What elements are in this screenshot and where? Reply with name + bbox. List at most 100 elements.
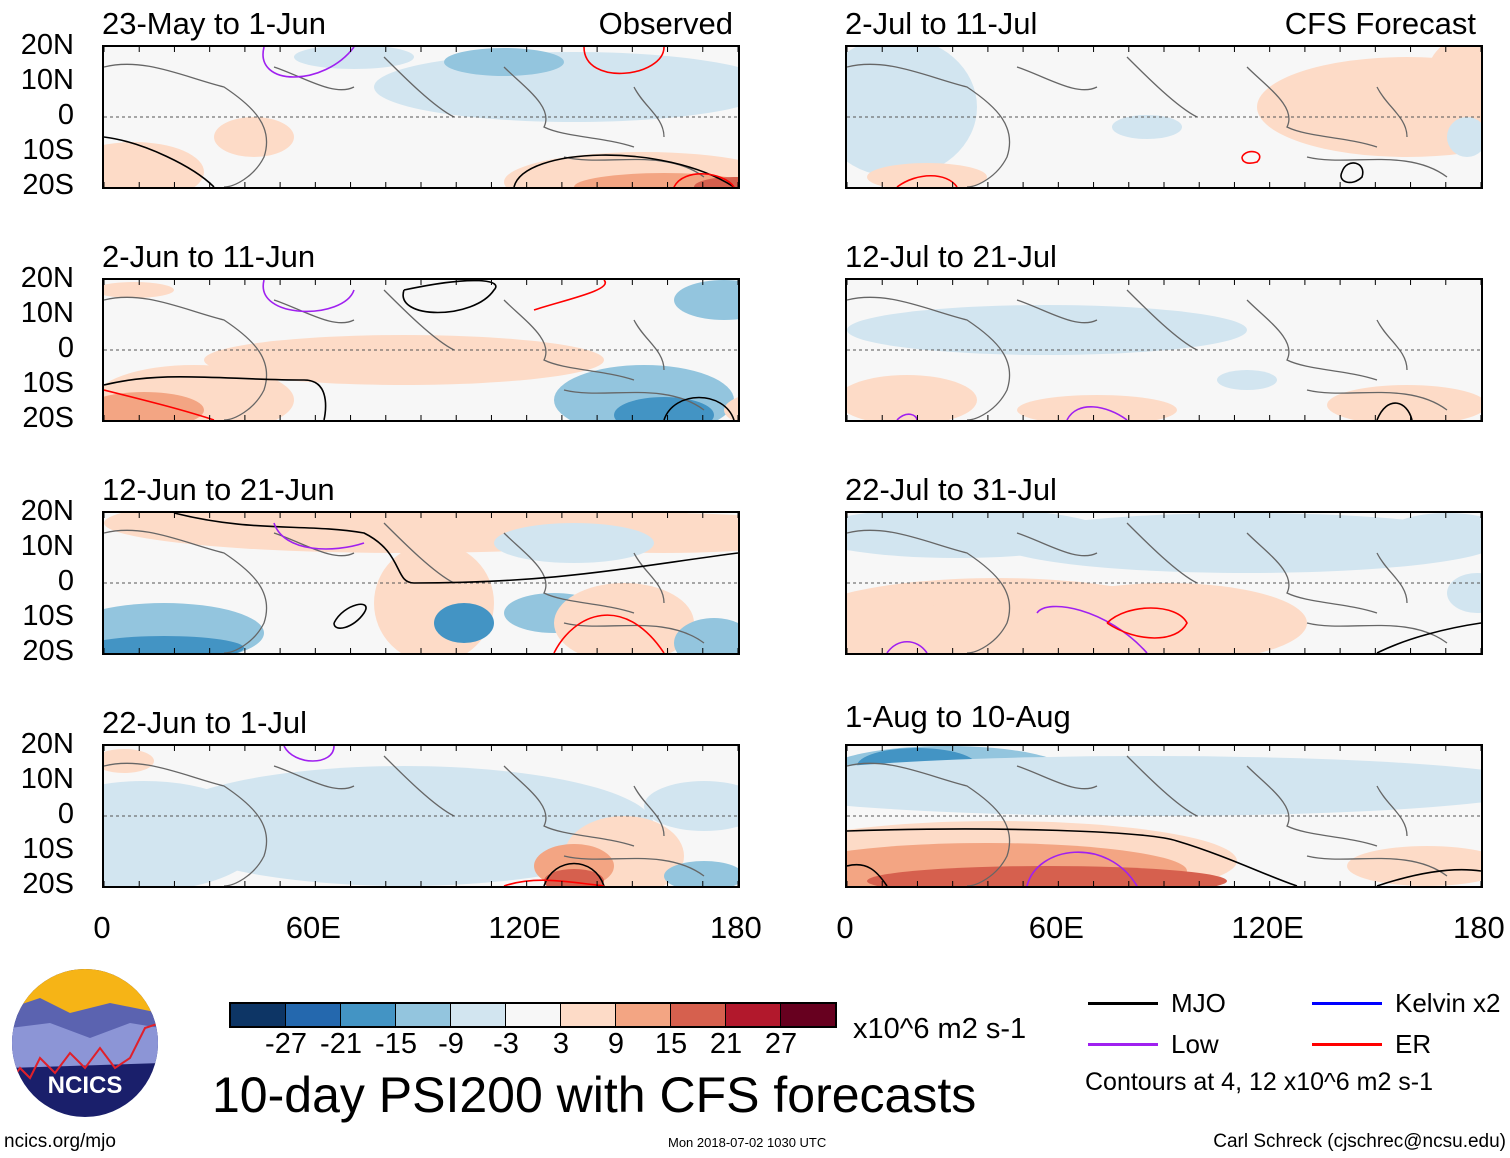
x-tick-label: 120E <box>488 910 561 945</box>
contour-line <box>533 280 607 311</box>
ncics-logo: NCICS <box>12 969 158 1117</box>
legend-label: MJO <box>1171 988 1226 1018</box>
anomaly-region <box>694 177 738 187</box>
anomaly-region <box>614 397 714 420</box>
contour-line <box>896 175 958 187</box>
anomaly-region <box>847 375 977 420</box>
anomaly-region <box>724 397 738 420</box>
contour-line <box>673 173 735 187</box>
y-tick-label: 10S <box>22 600 74 632</box>
colorbar-units: x10^6 m2 s-1 <box>853 1013 1027 1045</box>
contour-line <box>896 413 918 420</box>
panel-title: 2-Jul to 11-Jul <box>845 6 1038 41</box>
anomaly-region <box>294 47 414 69</box>
map-panel <box>102 45 740 189</box>
anomaly-region <box>214 117 294 157</box>
panel-title: 12-Jun to 21-Jun <box>102 472 335 507</box>
contour-line <box>1376 868 1481 886</box>
contour-line <box>1340 162 1364 184</box>
anomaly-region <box>997 513 1481 573</box>
colorbar-level: 9 <box>607 1028 625 1060</box>
coastline <box>847 522 1448 653</box>
footer-url[interactable]: ncics.org/mjo <box>4 1131 116 1152</box>
anomaly-region <box>867 866 1227 886</box>
y-tick-label: 0 <box>57 332 74 364</box>
anomaly-region <box>204 335 604 385</box>
footer-timestamp: Mon 2018-07-02 1030 UTC <box>668 1135 827 1150</box>
legend-label: Kelvin x2 <box>1395 988 1501 1018</box>
contour-line <box>847 864 888 886</box>
contour-line <box>104 389 215 420</box>
colorbar-level: 27 <box>764 1028 798 1060</box>
y-tick-label: 10N <box>20 64 74 96</box>
y-tick-label: 20S <box>22 635 74 667</box>
map-panel <box>845 744 1483 888</box>
colorbar-level: -15 <box>375 1028 417 1060</box>
anomaly-region <box>1347 846 1481 886</box>
colorbar-level: -27 <box>265 1028 307 1060</box>
colorbar-level: 3 <box>552 1028 570 1060</box>
anomaly-region <box>154 766 654 886</box>
y-tick-label: 10S <box>22 367 74 399</box>
contour-line <box>1376 622 1481 653</box>
contour-line <box>283 746 335 762</box>
anomaly-region <box>877 603 1057 653</box>
legend-line <box>1312 1002 1382 1005</box>
legend-label: ER <box>1395 1029 1432 1059</box>
anomaly-region <box>1427 47 1481 117</box>
contour-line <box>262 280 355 313</box>
anomaly-region <box>104 282 174 298</box>
anomaly-region <box>444 48 564 76</box>
y-tick-label: 20N <box>20 29 74 61</box>
contour-line <box>173 513 738 584</box>
anomaly-region <box>434 603 494 643</box>
map-panel <box>845 511 1483 655</box>
contour-line <box>1066 406 1128 420</box>
colorbar-swatch <box>451 1004 506 1026</box>
anomaly-region <box>1447 117 1481 157</box>
y-tick-label: 10N <box>20 763 74 795</box>
anomaly-region <box>867 163 987 187</box>
legend-line <box>1312 1043 1382 1046</box>
anomaly-region <box>847 756 1481 816</box>
colorbar-swatch <box>726 1004 781 1026</box>
coastline <box>104 56 705 187</box>
contour-line <box>273 522 365 550</box>
coastline <box>847 755 1448 886</box>
contour-line <box>663 396 735 420</box>
y-tick-label: 10S <box>22 833 74 865</box>
map-panel <box>845 45 1483 189</box>
anomaly-region <box>1327 385 1481 420</box>
contour-line <box>513 154 735 187</box>
contour-line <box>583 47 665 75</box>
contour-line <box>333 603 367 629</box>
legend-line <box>1088 1002 1158 1005</box>
colorbar-swatch <box>396 1004 451 1026</box>
colorbar-swatch <box>671 1004 726 1026</box>
colorbar <box>229 1002 837 1028</box>
contour-line <box>543 862 605 886</box>
contour-line <box>104 136 215 187</box>
anomaly-region <box>104 749 154 773</box>
coastline <box>847 289 1448 420</box>
colorbar-swatch <box>781 1004 835 1026</box>
contour-line <box>1106 607 1188 639</box>
coastline <box>104 289 705 420</box>
legend-line <box>1088 1043 1158 1046</box>
y-tick-label: 20N <box>20 728 74 760</box>
map-panel <box>102 278 740 422</box>
panel-title: 23-May to 1-Jun <box>102 6 326 41</box>
colorbar-level: -3 <box>493 1028 519 1060</box>
contour-line <box>503 879 605 886</box>
colorbar-level: 21 <box>709 1028 743 1060</box>
colorbar-level: -9 <box>438 1028 464 1060</box>
colorbar-swatch <box>561 1004 616 1026</box>
figure-title: 10-day PSI200 with CFS forecasts <box>212 1067 977 1123</box>
y-tick-label: 20N <box>20 262 74 294</box>
contour-line <box>886 640 928 653</box>
column-header: Observed <box>598 6 733 41</box>
logo-text: NCICS <box>48 1072 123 1099</box>
column-header: CFS Forecast <box>1284 6 1476 41</box>
anomaly-region <box>1257 57 1481 157</box>
panel-title: 2-Jun to 11-Jun <box>102 239 316 274</box>
